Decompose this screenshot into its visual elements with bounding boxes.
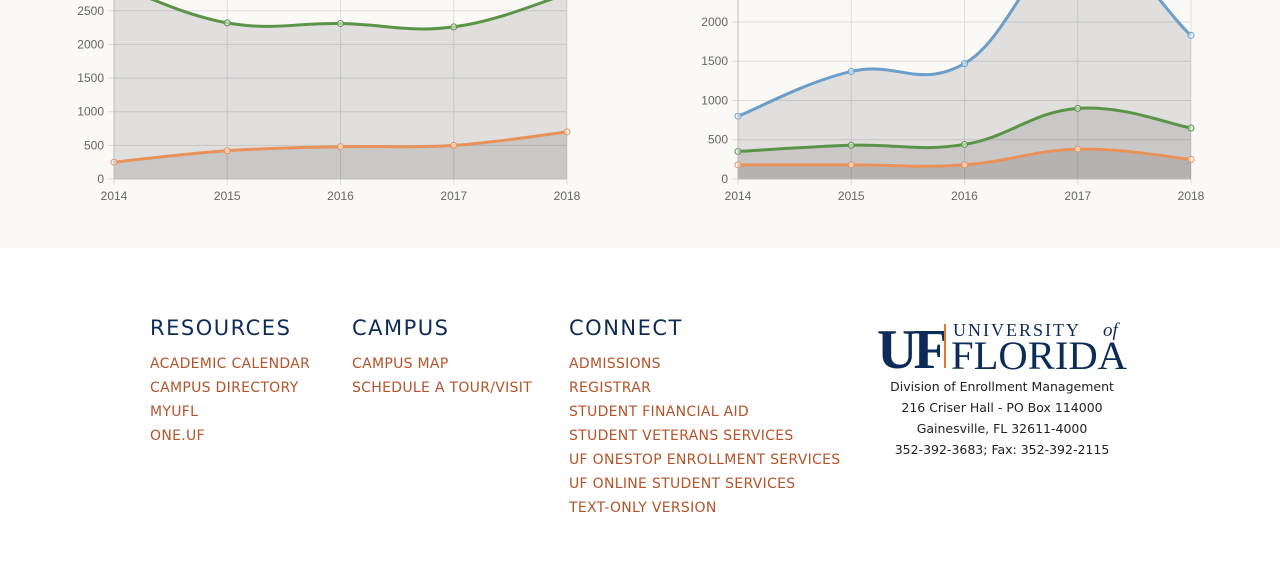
y-tick-label: 0: [721, 172, 728, 186]
data-point: [223, 147, 231, 155]
data-point: [847, 141, 855, 149]
logo-university: UNIVERSITY: [953, 320, 1081, 340]
x-tick-label: 2018: [1178, 189, 1205, 203]
footer-link[interactable]: CAMPUS DIRECTORY: [150, 380, 299, 396]
charts: 0 500 1000 1500 2000 2500 2014 2015 2016 2017 2018…: [77, 0, 1205, 203]
footer-link[interactable]: ONE.UF: [150, 428, 205, 444]
data-point: [450, 23, 458, 31]
x-tick-label: 2014: [101, 189, 128, 203]
y-tick-label: 1000: [701, 93, 728, 107]
data-point: [1074, 145, 1082, 153]
series-area: [114, 0, 567, 179]
footer-link[interactable]: UF ONESTOP ENROLLMENT SERVICES: [569, 452, 841, 468]
footer-column: CONNECT ADMISSIONS REGISTRAR STUDENT FINANC…: [569, 316, 840, 520]
x-tick-label: 2014: [725, 189, 752, 203]
address-line: Gainesville, FL 32611-4000: [916, 421, 1088, 436]
y-tick-label: 0: [97, 172, 104, 186]
logo-divider: [944, 324, 946, 368]
data-point: [337, 20, 344, 28]
x-tick-label: 2015: [838, 189, 865, 203]
data-point: [847, 161, 855, 169]
x-tick-label: 2018: [554, 189, 581, 203]
data-point: [563, 128, 571, 136]
x-tick-label: 2017: [440, 189, 467, 203]
data-point: [1187, 124, 1195, 132]
footer-column: CAMPUS CAMPUS MAP SCHEDULE A TOUR/VISIT: [352, 316, 532, 400]
column-heading: CONNECT: [569, 316, 683, 340]
x-tick-label: 2016: [327, 189, 354, 203]
data-point: [961, 60, 968, 68]
series-line: [737, 0, 1192, 118]
charts-section: 0 500 1000 1500 2000 2500 2014 2015 2016 2017 2018…: [0, 0, 1280, 248]
data-point: [1187, 31, 1195, 39]
y-tick-label: 500: [708, 133, 728, 147]
data-point: [223, 19, 231, 27]
logo: UF UNIVERSITY of FLORIDA: [877, 319, 1127, 374]
address-line: Division of Enrollment Management: [890, 379, 1114, 394]
address-line: 216 Criser Hall - PO Box 114000: [901, 400, 1103, 415]
footer-link[interactable]: TEXT-ONLY VERSION: [569, 500, 717, 516]
series-area: [738, 107, 1191, 179]
data-point: [961, 161, 968, 169]
logo-mark: UF: [877, 319, 945, 374]
footer-link[interactable]: UF ONLINE STUDENT SERVICES: [569, 476, 796, 492]
address-line: 352-392-3683; Fax: 352-392-2115: [894, 442, 1110, 457]
footer-column: RESOURCES ACADEMIC CALENDAR CAMPUS DIRECTO…: [150, 316, 310, 448]
x-tick-label: 2016: [951, 189, 978, 203]
address: Division of Enrollment Management 216 Cri…: [872, 376, 1132, 460]
footer-link[interactable]: REGISTRAR: [569, 380, 652, 396]
footer-link[interactable]: STUDENT VETERANS SERVICES: [569, 428, 794, 444]
logo-florida: FLORIDA: [951, 333, 1127, 374]
y-tick-label: 500: [84, 138, 104, 152]
footer-link[interactable]: CAMPUS MAP: [352, 356, 449, 372]
y-tick-label: 1500: [77, 71, 104, 85]
footer-link[interactable]: ADMISSIONS: [569, 356, 661, 372]
y-tick-label: 2500: [77, 4, 104, 18]
y-tick-label: 1000: [77, 105, 104, 119]
data-point: [337, 143, 344, 151]
footer-link[interactable]: MYUFL: [150, 404, 199, 420]
y-tick-label: 2000: [77, 37, 104, 51]
x-tick-label: 2017: [1064, 189, 1091, 203]
series-area: [738, 0, 1191, 179]
column-heading: CAMPUS: [352, 316, 450, 340]
footer-link[interactable]: SCHEDULE A TOUR/VISIT: [352, 380, 533, 396]
y-tick-label: 1500: [701, 54, 728, 68]
footer-link[interactable]: STUDENT FINANCIAL AID: [569, 404, 750, 420]
data-point: [450, 141, 458, 149]
data-point: [1074, 104, 1082, 112]
x-tick-label: 2015: [214, 189, 241, 203]
footer-link[interactable]: ACADEMIC CALENDAR: [150, 356, 311, 372]
series-area: [738, 149, 1191, 179]
data-point: [847, 67, 855, 75]
data-point: [961, 140, 968, 148]
logo-of: of: [1103, 320, 1121, 341]
column-heading: RESOURCES: [150, 316, 292, 340]
series-area: [114, 131, 567, 179]
data-point: [1187, 155, 1195, 163]
y-tick-label: 2000: [701, 15, 728, 29]
